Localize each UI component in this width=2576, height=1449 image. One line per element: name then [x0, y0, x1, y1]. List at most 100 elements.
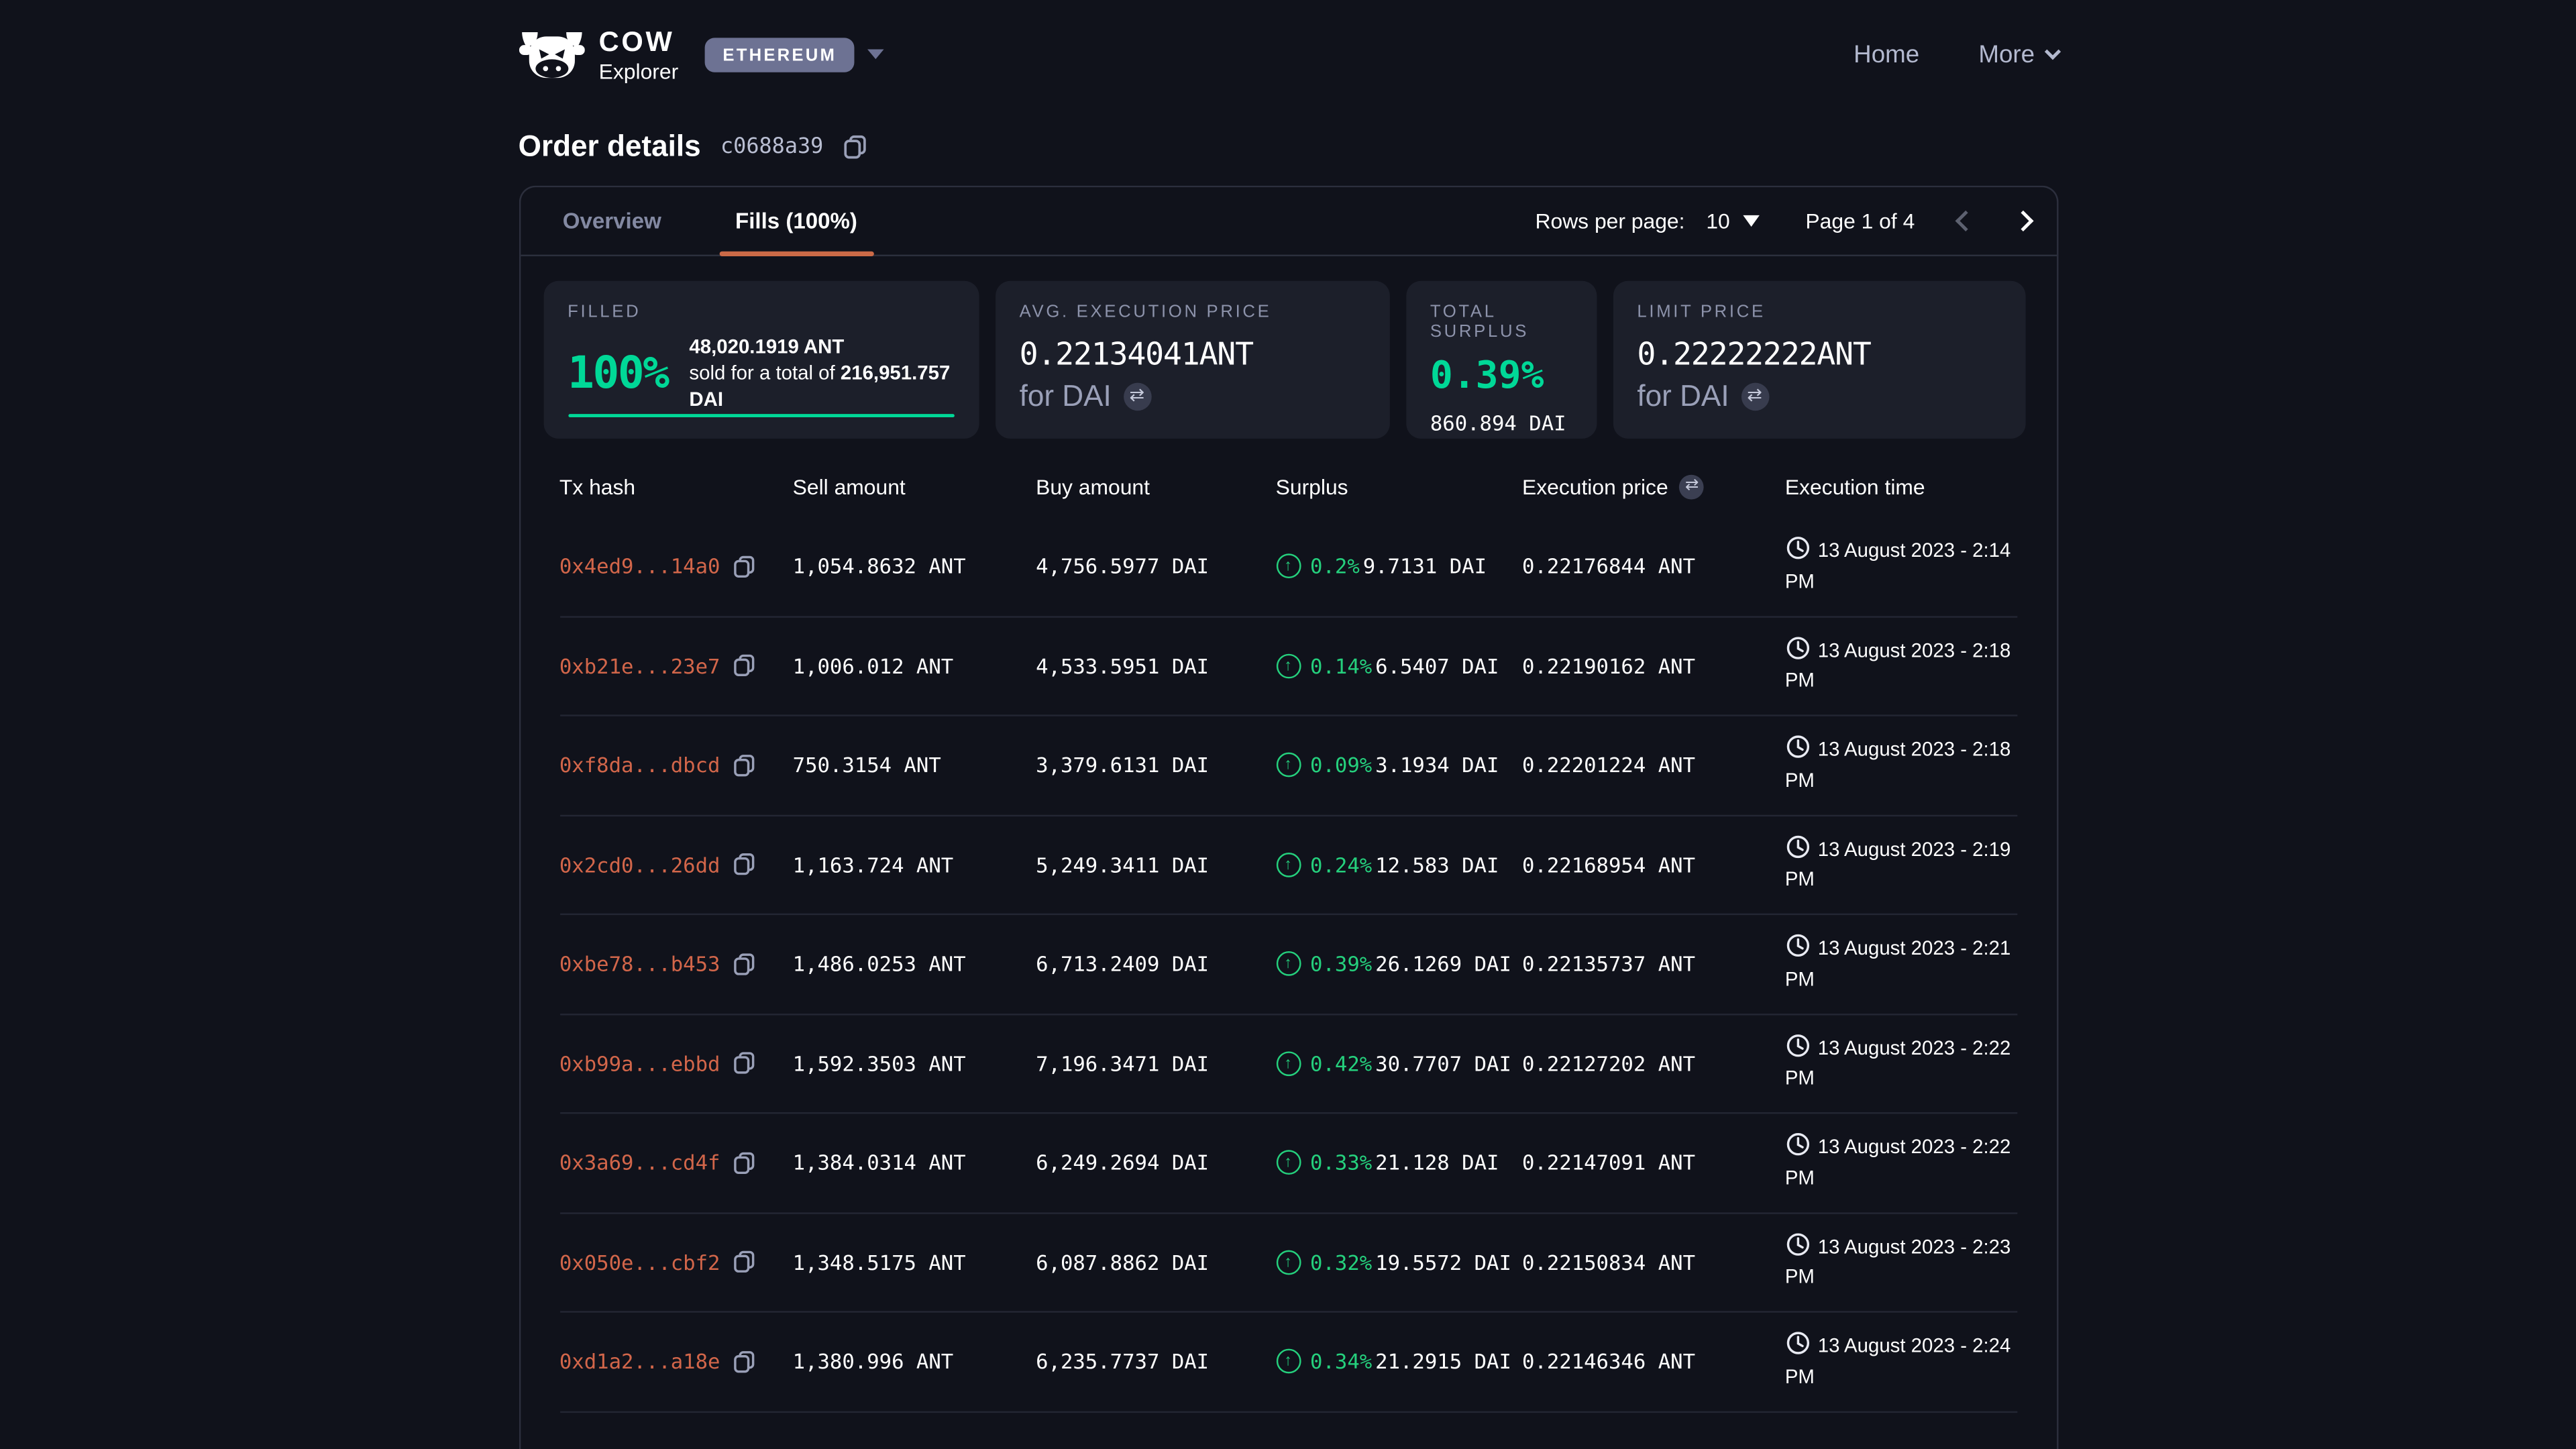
- copy-tx-hash-icon[interactable]: [733, 853, 756, 876]
- fill-row: 0x4ed9...14a0 1,054.8632 ANT 4,756.5977 …: [559, 517, 2017, 617]
- logo-subtitle: Explorer: [598, 58, 679, 83]
- chevron-down-icon: [2043, 42, 2060, 60]
- filled-sold-total: 216,951.757 DAI: [689, 362, 951, 412]
- copy-tx-hash-icon[interactable]: [733, 1250, 756, 1273]
- copy-tx-hash-icon[interactable]: [733, 953, 756, 975]
- total-surplus-percent: 0.39%: [1430, 354, 1544, 398]
- filled-card: FILLED 100% 48,020.1919 ANT sold for a t…: [543, 280, 979, 439]
- tx-hash-link[interactable]: 0xd1a2...a18e: [559, 1349, 720, 1374]
- arrow-up-circle-icon: ↑: [1275, 553, 1301, 579]
- tx-hash-link[interactable]: 0xb99a...ebbd: [559, 1051, 720, 1076]
- swap-price-units-icon[interactable]: ⇄: [1679, 474, 1705, 499]
- title-row: Order details c0688a39: [519, 129, 2058, 164]
- table-header-row: Tx hash Sell amount Buy amount Surplus E…: [559, 455, 2017, 517]
- surplus-amount: 9.7131 DAI: [1362, 553, 1487, 579]
- avg-price-unit-label: for DAI: [1019, 379, 1112, 413]
- execution-time-cell: 13 August 2023 - 2:21 PM: [1785, 933, 2017, 994]
- tx-hash-cell: 0xb99a...ebbd: [559, 1051, 793, 1076]
- execution-time-text: 13 August 2023 - 2:21 PM: [1784, 936, 2011, 991]
- top-bar: COW Explorer ETHEREUM Home More: [518, 0, 2060, 109]
- tx-hash-link[interactable]: 0xb21e...23e7: [559, 653, 720, 678]
- tx-hash-link[interactable]: 0x4ed9...14a0: [559, 553, 720, 579]
- arrow-up-circle-icon: ↑: [1275, 951, 1301, 977]
- fill-row: 0x2cd0...26dd 1,163.724 ANT 5,249.3411 D…: [559, 816, 2017, 916]
- tab-fills[interactable]: Fills (100%): [718, 186, 875, 256]
- surplus-amount: 21.2915 DAI: [1375, 1349, 1511, 1374]
- tab-overview-label: Overview: [562, 209, 661, 233]
- summary-cards: FILLED 100% 48,020.1919 ANT sold for a t…: [520, 256, 2056, 439]
- execution-price-cell: 0.22127202 ANT: [1521, 1051, 1696, 1076]
- surplus-cell: ↑ 0.14% 6.5407 DAI: [1275, 653, 1522, 678]
- cow-explorer-logo[interactable]: COW Explorer: [518, 25, 679, 83]
- execution-time-cell: 13 August 2023 - 2:18 PM: [1785, 735, 2017, 796]
- fill-row: 0xd1a2...a18e 1,380.996 ANT 6,235.7737 D…: [559, 1313, 2017, 1412]
- arrow-up-circle-icon: ↑: [1275, 753, 1301, 777]
- surplus-percent: 0.39%: [1310, 951, 1373, 977]
- buy-amount-cell: 3,379.6131 DAI: [1036, 753, 1210, 777]
- execution-time-cell: 13 August 2023 - 2:19 PM: [1785, 834, 2017, 895]
- chevron-left-icon: [1954, 210, 1976, 231]
- header-tx-hash: Tx hash: [559, 474, 636, 499]
- surplus-cell: ↑ 0.39% 26.1269 DAI: [1275, 951, 1522, 977]
- copy-tx-hash-icon[interactable]: [733, 1350, 756, 1373]
- swap-currency-icon[interactable]: ⇄: [1740, 382, 1769, 411]
- surplus-percent: 0.34%: [1310, 1349, 1373, 1374]
- clock-icon: [1786, 1332, 1809, 1355]
- execution-time-text: 13 August 2023 - 2:18 PM: [1784, 638, 2011, 692]
- header-surplus: Surplus: [1275, 474, 1348, 499]
- buy-amount-cell: 7,196.3471 DAI: [1036, 1051, 1210, 1076]
- execution-time-cell: 13 August 2023 - 2:24 PM: [1785, 1331, 2017, 1392]
- surplus-cell: ↑ 0.33% 21.128 DAI: [1275, 1150, 1522, 1175]
- tx-hash-link[interactable]: 0x2cd0...26dd: [559, 852, 720, 877]
- next-page-button[interactable]: [2012, 210, 2033, 231]
- sell-amount-cell: 1,054.8632 ANT: [792, 553, 966, 579]
- fill-row: 0xb21e...23e7 1,006.012 ANT 4,533.5951 D…: [559, 617, 2017, 716]
- copy-tx-hash-icon[interactable]: [733, 753, 756, 776]
- surplus-percent: 0.42%: [1310, 1051, 1373, 1076]
- clock-icon: [1786, 636, 1809, 659]
- limit-price-card: LIMIT PRICE 0.22222222ANT for DAI ⇄: [1612, 280, 2025, 439]
- page-title: Order details: [518, 129, 701, 163]
- tx-hash-link[interactable]: 0xf8da...dbcd: [559, 753, 720, 777]
- tx-hash-cell: 0xb21e...23e7: [559, 653, 793, 678]
- nav-home-link[interactable]: Home: [1854, 40, 1919, 68]
- arrow-up-circle-icon: ↑: [1275, 852, 1301, 877]
- clock-icon: [1786, 1034, 1809, 1057]
- tab-overview[interactable]: Overview: [546, 186, 678, 256]
- copy-tx-hash-icon[interactable]: [733, 555, 756, 578]
- copy-tx-hash-icon[interactable]: [733, 1052, 756, 1075]
- prev-page-button[interactable]: [1954, 210, 1976, 231]
- network-caret-icon[interactable]: [867, 49, 885, 60]
- clock-icon: [1786, 835, 1809, 858]
- buy-amount-cell: 4,756.5977 DAI: [1036, 553, 1210, 579]
- tx-hash-cell: 0x2cd0...26dd: [559, 852, 793, 877]
- execution-time-cell: 13 August 2023 - 2:23 PM: [1785, 1232, 2017, 1293]
- copy-tx-hash-icon[interactable]: [733, 1151, 756, 1174]
- nav-more-menu[interactable]: More: [1978, 40, 2060, 68]
- execution-price-cell: 0.22190162 ANT: [1521, 653, 1696, 678]
- rows-per-page-select[interactable]: 10: [1706, 209, 1760, 233]
- surplus-percent: 0.33%: [1310, 1150, 1373, 1175]
- network-selector-badge[interactable]: ETHEREUM: [704, 37, 855, 72]
- logo-title: COW: [598, 25, 675, 57]
- execution-price-cell: 0.22146346 ANT: [1521, 1349, 1696, 1374]
- arrow-up-circle-icon: ↑: [1275, 1349, 1301, 1374]
- copy-order-id-icon[interactable]: [843, 135, 868, 160]
- table-body: 0x4ed9...14a0 1,054.8632 ANT 4,756.5977 …: [559, 517, 2017, 1412]
- surplus-cell: ↑ 0.32% 19.5572 DAI: [1275, 1250, 1522, 1275]
- swap-currency-icon[interactable]: ⇄: [1122, 382, 1151, 411]
- surplus-amount: 30.7707 DAI: [1375, 1051, 1511, 1076]
- fill-row: 0x3a69...cd4f 1,384.0314 ANT 6,249.2694 …: [559, 1114, 2017, 1214]
- avg-price-value: 0.22134041ANT: [1019, 337, 1254, 373]
- copy-tx-hash-icon[interactable]: [733, 654, 756, 677]
- surplus-cell: ↑ 0.42% 30.7707 DAI: [1275, 1051, 1522, 1076]
- tx-hash-link[interactable]: 0xbe78...b453: [559, 951, 720, 977]
- tx-hash-link[interactable]: 0x3a69...cd4f: [559, 1150, 720, 1175]
- tx-hash-link[interactable]: 0x050e...cbf2: [559, 1250, 720, 1275]
- clock-icon: [1786, 537, 1809, 559]
- arrow-up-circle-icon: ↑: [1275, 1250, 1301, 1275]
- execution-price-cell: 0.22150834 ANT: [1521, 1250, 1696, 1275]
- surplus-amount: 26.1269 DAI: [1375, 951, 1511, 977]
- header-buy-amount: Buy amount: [1036, 474, 1150, 499]
